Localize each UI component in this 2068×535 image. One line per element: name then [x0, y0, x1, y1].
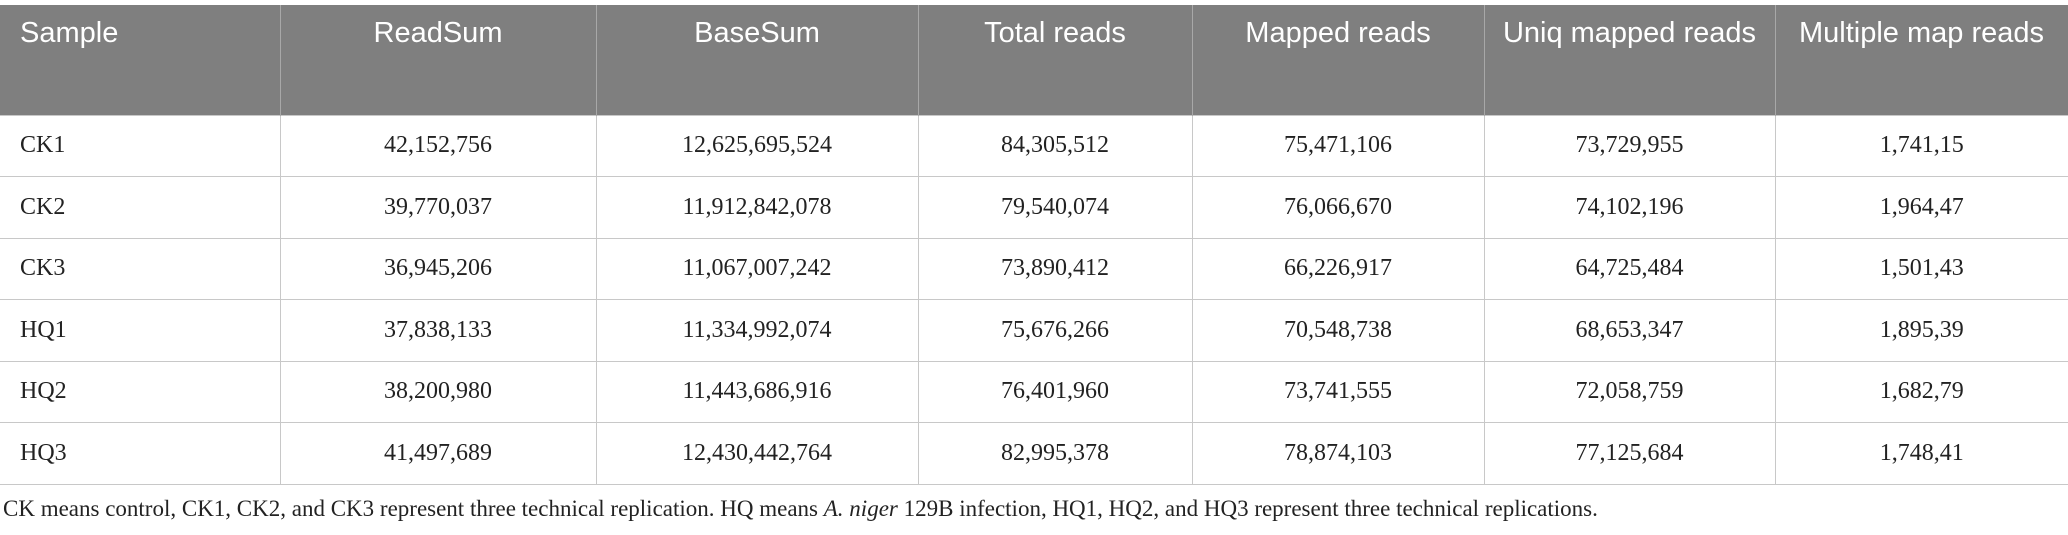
sample-cell: HQ2: [0, 360, 281, 423]
value-cell: 1,682,79: [1774, 360, 2068, 423]
table-row: CK1 42,152,756 12,625,695,524 84,305,512 75,…: [0, 114, 2068, 177]
header-cell: Multiple map reads: [1775, 5, 2068, 115]
value-cell: 11,443,686,916: [595, 360, 919, 423]
value-cell: 78,874,103: [1191, 422, 1485, 485]
value-cell: 70,548,738: [1191, 299, 1485, 362]
value-cell: 74,102,196: [1483, 176, 1776, 239]
header-cell: Uniq mapped reads: [1484, 5, 1776, 115]
value-cell: 68,653,347: [1483, 299, 1776, 362]
value-cell: 1,964,47: [1774, 176, 2068, 239]
data-table: Sample ReadSum BaseSum Total reads Mapped re…: [0, 5, 2068, 485]
value-cell: 64,725,484: [1483, 237, 1776, 300]
sample-cell: HQ3: [0, 422, 281, 485]
value-cell: 75,676,266: [917, 299, 1193, 362]
value-cell: 79,540,074: [917, 176, 1193, 239]
sample-cell: HQ1: [0, 299, 281, 362]
header-cell: Total reads: [918, 5, 1193, 115]
sample-cell: CK1: [0, 114, 281, 177]
value-cell: 76,066,670: [1191, 176, 1485, 239]
value-cell: 1,748,41: [1774, 422, 2068, 485]
header-row: Sample ReadSum BaseSum Total reads Mapped re…: [0, 5, 2068, 115]
table-body: CK1 42,152,756 12,625,695,524 84,305,512 75,…: [0, 114, 2068, 485]
value-cell: 66,226,917: [1191, 237, 1485, 300]
footnote-text: CK means control, CK1, CK2, and CK3 repr…: [3, 496, 818, 521]
value-cell: 11,912,842,078: [595, 176, 919, 239]
value-cell: 41,497,689: [279, 422, 597, 485]
value-cell: 37,838,133: [279, 299, 597, 362]
value-cell: 39,770,037: [279, 176, 597, 239]
value-cell: 36,945,206: [279, 237, 597, 300]
value-cell: 11,334,992,074: [595, 299, 919, 362]
value-cell: 73,890,412: [917, 237, 1193, 300]
value-cell: 12,430,442,764: [595, 422, 919, 485]
value-cell: 1,895,39: [1774, 299, 2068, 362]
value-cell: 1,501,43: [1774, 237, 2068, 300]
footnote: CK means control, CK1, CK2, and CK3 repr…: [3, 496, 1598, 522]
header-cell: BaseSum: [596, 5, 919, 115]
table-row: CK2 39,770,037 11,912,842,078 79,540,074 76,…: [0, 176, 2068, 239]
value-cell: 38,200,980: [279, 360, 597, 423]
footnote-text: 129B infection, HQ1, HQ2, and HQ3 repres…: [903, 496, 1598, 521]
header-cell: ReadSum: [280, 5, 597, 115]
header-cell: Mapped reads: [1192, 5, 1485, 115]
table-row: CK3 36,945,206 11,067,007,242 73,890,412 66,…: [0, 237, 2068, 300]
value-cell: 73,729,955: [1483, 114, 1776, 177]
table-row: HQ2 38,200,980 11,443,686,916 76,401,960 73,…: [0, 360, 2068, 423]
value-cell: 72,058,759: [1483, 360, 1776, 423]
value-cell: 12,625,695,524: [595, 114, 919, 177]
value-cell: 75,471,106: [1191, 114, 1485, 177]
header-cell: Sample: [0, 5, 281, 115]
value-cell: 84,305,512: [917, 114, 1193, 177]
value-cell: 73,741,555: [1191, 360, 1485, 423]
value-cell: 42,152,756: [279, 114, 597, 177]
table-header: Sample ReadSum BaseSum Total reads Mapped re…: [0, 5, 2068, 115]
value-cell: 77,125,684: [1483, 422, 1776, 485]
sample-cell: CK2: [0, 176, 281, 239]
value-cell: 76,401,960: [917, 360, 1193, 423]
value-cell: 1,741,15: [1774, 114, 2068, 177]
table-row: HQ3 41,497,689 12,430,442,764 82,995,378 78,…: [0, 422, 2068, 485]
value-cell: 82,995,378: [917, 422, 1193, 485]
value-cell: 11,067,007,242: [595, 237, 919, 300]
footnote-species: A. niger: [823, 496, 898, 521]
table-row: HQ1 37,838,133 11,334,992,074 75,676,266 70,…: [0, 299, 2068, 362]
sample-cell: CK3: [0, 237, 281, 300]
